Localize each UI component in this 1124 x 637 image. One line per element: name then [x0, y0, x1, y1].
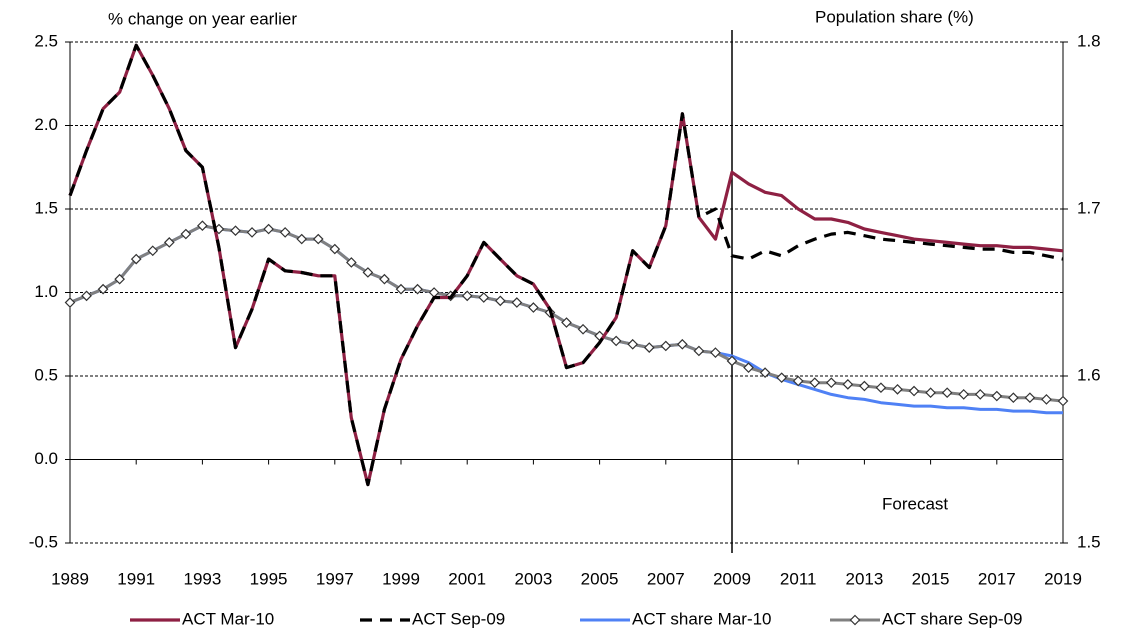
x-tick-label: 1991	[117, 569, 155, 588]
x-tick-label: 2015	[912, 569, 950, 588]
legend-label: ACT share Mar-10	[632, 609, 772, 628]
legend-marker	[849, 614, 861, 626]
x-tick-label: 2007	[647, 569, 685, 588]
series-marker	[246, 227, 258, 238]
series-marker	[197, 220, 208, 232]
series-marker	[312, 233, 324, 245]
series-marker	[180, 228, 192, 240]
series-marker	[478, 292, 490, 303]
y-tick-label: 1.5	[34, 198, 58, 217]
right-axis-title: Population share (%)	[815, 7, 974, 26]
series-marker	[346, 257, 357, 268]
series-marker	[379, 273, 390, 285]
legend-label: ACT share Sep-09	[882, 609, 1022, 628]
y-tick-label: 0.0	[34, 449, 58, 468]
series-line	[68, 43, 1064, 487]
y-tick-label: -0.5	[29, 532, 58, 551]
x-tick-label: 2019	[1044, 569, 1082, 588]
series-marker	[958, 389, 970, 400]
series-marker	[643, 342, 655, 353]
series-marker	[809, 377, 821, 389]
x-tick-label: 1995	[250, 569, 288, 588]
series-marker	[577, 323, 589, 335]
x-tick-label: 1989	[51, 569, 89, 588]
series-marker	[677, 338, 688, 350]
series-marker	[362, 267, 374, 278]
y-tick-label: 2.5	[34, 31, 58, 50]
x-tick-label: 2009	[713, 569, 751, 588]
series-marker	[925, 387, 936, 399]
series-marker	[842, 379, 854, 390]
series-marker	[81, 290, 92, 302]
series-marker	[230, 225, 241, 237]
series-marker	[1041, 394, 1052, 405]
y2-tick-label: 1.7	[1077, 198, 1101, 217]
series-marker	[147, 245, 159, 257]
y-tick-label: 1.0	[34, 282, 58, 301]
series-marker	[461, 290, 473, 302]
series-marker	[1057, 395, 1069, 407]
series-marker	[114, 273, 125, 285]
series-marker	[263, 223, 274, 235]
forecast-label: Forecast	[882, 494, 948, 513]
series-marker	[64, 297, 76, 308]
series-marker	[395, 283, 407, 295]
series-marker	[610, 335, 622, 347]
series-marker	[726, 355, 738, 367]
x-tick-label: 1999	[382, 569, 420, 588]
series-marker	[743, 362, 754, 373]
left-axis-title: % change on year earlier	[108, 9, 297, 28]
legend-label: ACT Mar-10	[182, 609, 274, 628]
series-marker	[859, 380, 870, 392]
y-tick-label: 2.0	[34, 115, 58, 134]
series-marker	[908, 385, 920, 397]
y2-tick-label: 1.6	[1077, 365, 1101, 384]
series-marker	[296, 233, 308, 245]
series-marker	[1008, 392, 1019, 404]
series-marker	[776, 372, 787, 384]
series-marker	[528, 302, 539, 313]
series-marker	[991, 390, 1003, 402]
y-tick-label: 0.5	[34, 365, 58, 384]
x-tick-label: 2013	[845, 569, 883, 588]
series-marker	[428, 287, 440, 298]
series-marker	[875, 382, 887, 394]
series-marker	[974, 389, 986, 400]
series-marker	[130, 253, 142, 265]
x-tick-label: 2001	[448, 569, 486, 588]
series-marker	[511, 297, 523, 308]
x-tick-label: 2011	[780, 569, 817, 588]
y2-tick-label: 1.8	[1077, 31, 1101, 50]
series-marker	[97, 283, 109, 295]
x-tick-label: 1997	[316, 569, 354, 588]
series-marker	[825, 377, 837, 389]
x-tick-label: 2017	[978, 569, 1016, 588]
series-marker	[329, 243, 341, 255]
series-line	[68, 43, 1064, 487]
series-marker	[561, 317, 572, 328]
series-marker	[1024, 392, 1036, 404]
series-marker	[792, 375, 804, 387]
series-marker	[279, 227, 291, 238]
series-marker	[163, 237, 175, 248]
series-marker	[412, 283, 423, 295]
series-marker	[710, 347, 721, 358]
series-marker	[627, 338, 639, 350]
series-marker	[660, 340, 672, 352]
legend-label: ACT Sep-09	[412, 609, 505, 628]
series-marker	[892, 384, 903, 395]
y2-tick-label: 1.5	[1077, 532, 1101, 551]
series-marker	[759, 367, 771, 379]
x-tick-label: 2005	[581, 569, 619, 588]
series-marker	[693, 345, 705, 357]
series-marker	[494, 295, 506, 307]
series-marker	[941, 387, 953, 399]
x-tick-label: 2003	[514, 569, 552, 588]
x-tick-label: 1993	[183, 569, 221, 588]
